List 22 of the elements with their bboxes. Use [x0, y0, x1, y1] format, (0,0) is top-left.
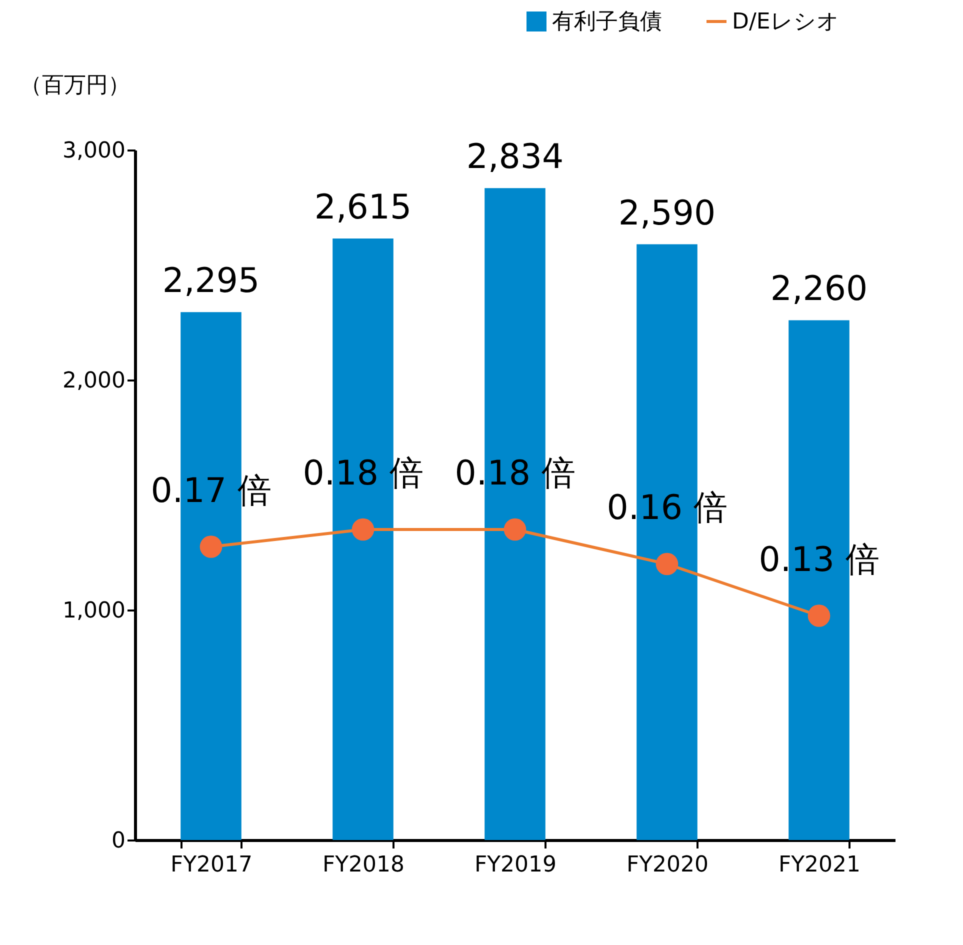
- y-tick-label: 2,000: [62, 368, 126, 394]
- point: [808, 604, 830, 627]
- point: [504, 518, 526, 541]
- y-tick-label: 1,000: [62, 598, 126, 624]
- point: [656, 552, 678, 576]
- legend-label: D/Eレシオ: [732, 10, 840, 34]
- data-label: 2,295: [162, 261, 260, 302]
- point: [352, 518, 374, 541]
- legend-label: 有利子負債: [552, 10, 662, 34]
- x-tick-label: FY2019: [474, 852, 557, 878]
- data-label: 2,260: [770, 269, 868, 310]
- data-label: 2,834: [466, 137, 564, 178]
- data-label: 2,615: [314, 188, 412, 228]
- point: [200, 536, 222, 558]
- x-tick-label: FY2021: [778, 852, 861, 878]
- y-axis-title: （百万円）: [20, 73, 130, 98]
- y-tick-label: 3,000: [62, 138, 126, 164]
- x-tick-label: FY2020: [626, 852, 709, 878]
- y-tick-label: 0: [112, 828, 126, 854]
- data-label: 2,590: [618, 193, 716, 234]
- x-tick-label: FY2018: [322, 852, 405, 878]
- x-tick-label: FY2017: [170, 852, 253, 878]
